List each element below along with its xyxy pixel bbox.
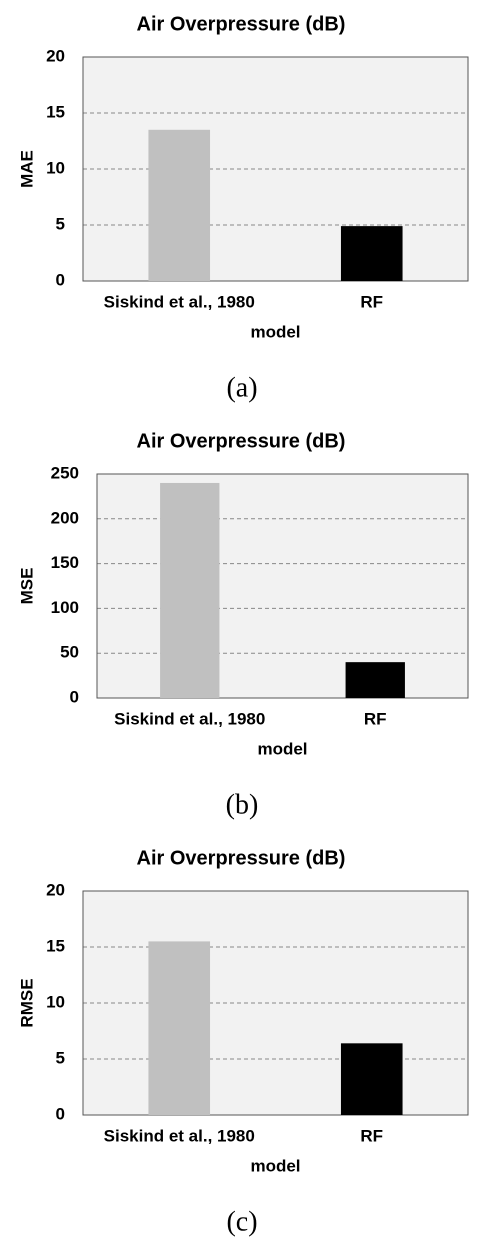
y-tick-label: 200 <box>51 508 79 527</box>
y-tick-label: 50 <box>60 643 79 662</box>
y-tick-label: 250 <box>51 463 79 482</box>
y-axis-label: MSE <box>17 568 36 605</box>
plot-area <box>97 474 468 698</box>
bar <box>148 129 211 281</box>
y-tick-label: 10 <box>46 992 65 1011</box>
bar <box>148 941 211 1115</box>
y-axis-label: RMSE <box>17 978 36 1027</box>
x-tick-label: RF <box>360 1126 383 1145</box>
plot-frame <box>96 473 469 699</box>
bar <box>340 226 403 281</box>
y-tick-label: 0 <box>70 687 79 706</box>
y-tick-label: 5 <box>56 1048 65 1067</box>
chart-title: Air Overpressure (dB) <box>137 430 346 452</box>
y-tick-label: 0 <box>56 1104 65 1123</box>
y-tick-label: 20 <box>46 46 65 65</box>
y-axis-label: MAE <box>17 150 36 188</box>
x-tick-label: RF <box>360 292 383 311</box>
y-tick-label: 150 <box>51 553 79 572</box>
plot-frame <box>82 890 469 1116</box>
x-tick-label: Siskind et al., 1980 <box>104 1126 255 1145</box>
chart-title: Air Overpressure (dB) <box>137 13 346 35</box>
plot-frame <box>82 56 469 282</box>
caption: (c) <box>226 1206 257 1237</box>
x-axis-label: model <box>257 739 307 758</box>
chart-title: Air Overpressure (dB) <box>137 847 346 869</box>
bar <box>340 1043 403 1115</box>
x-axis-label: model <box>250 322 300 341</box>
y-tick-label: 15 <box>46 102 65 121</box>
x-tick-label: Siskind et al., 1980 <box>114 709 265 728</box>
y-tick-label: 15 <box>46 936 65 955</box>
y-tick-label: 0 <box>56 270 65 289</box>
y-tick-label: 20 <box>46 880 65 899</box>
x-tick-label: Siskind et al., 1980 <box>104 292 255 311</box>
x-tick-label: RF <box>364 709 387 728</box>
y-tick-label: 10 <box>46 158 65 177</box>
caption: (a) <box>226 372 257 403</box>
bar <box>345 662 405 698</box>
bar <box>160 482 220 698</box>
y-tick-label: 5 <box>56 214 65 233</box>
caption: (b) <box>226 789 259 820</box>
x-axis-label: model <box>250 1156 300 1175</box>
y-tick-label: 100 <box>51 598 79 617</box>
